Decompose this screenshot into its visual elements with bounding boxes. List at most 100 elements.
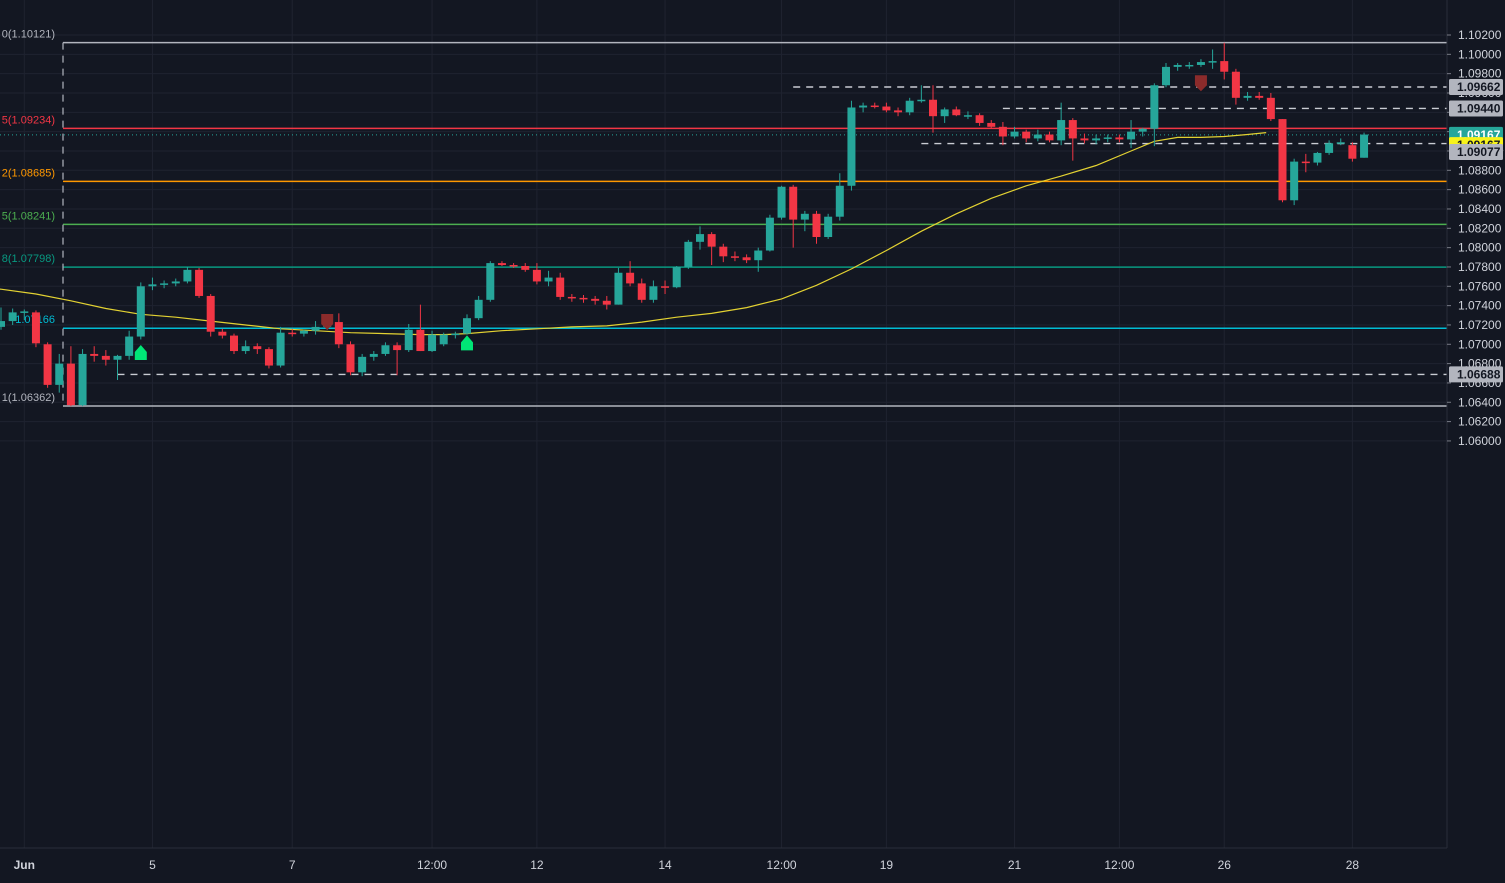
candle-body (637, 283, 646, 300)
candle-body (183, 269, 192, 282)
candle (1266, 92, 1275, 122)
price-tag-bg (1449, 143, 1503, 160)
candle-body (1162, 66, 1170, 86)
candle (404, 323, 413, 353)
moving-average (0, 132, 1267, 336)
candle (882, 102, 891, 113)
candle (544, 270, 553, 287)
candle (334, 313, 343, 349)
candle (416, 304, 425, 352)
candle (800, 210, 809, 232)
candle (1278, 119, 1287, 203)
candle (90, 346, 99, 362)
price-tag: 1.09662 (1449, 78, 1503, 95)
candle-body (78, 353, 87, 406)
candle-body (1092, 138, 1101, 141)
candle (183, 266, 192, 284)
price-tick-label: 1.06200 (1458, 415, 1502, 429)
candle (20, 309, 29, 321)
candle (602, 295, 611, 310)
price-tag-bg (1449, 366, 1503, 383)
candle-body (579, 297, 588, 300)
price-tag-bg (1449, 100, 1503, 117)
candle (1243, 92, 1252, 101)
candle-body (894, 110, 903, 113)
fib-level-label: 1(1.06362) (2, 392, 55, 404)
candle-body (218, 331, 227, 336)
candle-body (20, 311, 29, 313)
time-tick-label: 5 (149, 858, 156, 872)
candle-body (929, 99, 937, 117)
candle-body (1243, 95, 1252, 98)
candle-body (66, 363, 75, 406)
candle-body (253, 346, 262, 350)
candle-body (55, 363, 64, 385)
candle-body (649, 286, 658, 300)
candle (905, 97, 914, 116)
time-tick-label: 7 (289, 858, 296, 872)
candle-body (1138, 128, 1147, 132)
candle-body (195, 269, 204, 296)
candle (661, 280, 670, 295)
candle (812, 210, 821, 244)
candle (1010, 126, 1019, 139)
candle (963, 111, 972, 120)
candle (1057, 102, 1066, 146)
candle-body (1278, 119, 1287, 201)
candle-body (148, 284, 157, 287)
candle-body (556, 277, 565, 297)
candle (1325, 140, 1334, 155)
candle-body (800, 213, 809, 220)
time-tick-label: 12:00 (1104, 858, 1134, 872)
candle (230, 333, 238, 354)
candle-body (1127, 131, 1136, 140)
time-tick-label: 28 (1346, 858, 1360, 872)
candle-body (789, 186, 798, 220)
moving-average-line (0, 132, 1267, 336)
candle-body (1313, 152, 1322, 163)
candle (626, 261, 635, 287)
candle-body (987, 122, 996, 127)
time-tick-label: 21 (1008, 858, 1022, 872)
candle-body (206, 295, 215, 332)
candle (789, 184, 798, 248)
candle-body (765, 217, 774, 251)
candle-body (859, 105, 868, 108)
candle-body (1150, 85, 1159, 129)
candle-body (404, 329, 413, 351)
price-tick-label: 1.07000 (1458, 337, 1502, 351)
candle-body (1231, 71, 1240, 98)
candle-body (661, 286, 670, 288)
candle-body (113, 355, 122, 360)
candle (835, 173, 844, 221)
candle (859, 102, 868, 113)
candle-body (171, 281, 180, 284)
candle (765, 214, 774, 252)
candle (66, 346, 75, 407)
candle-body (1196, 62, 1205, 65)
buy-signal-icon (461, 335, 473, 351)
signal-markers (134, 75, 1207, 361)
price-tick-label: 1.07200 (1458, 318, 1502, 332)
candle (591, 295, 600, 305)
candle-body (696, 234, 704, 242)
candle (299, 329, 308, 337)
candle (917, 85, 926, 103)
candle-body (1290, 161, 1299, 201)
candle (1173, 63, 1182, 71)
candle-body (474, 299, 483, 319)
candle-body (1255, 95, 1264, 98)
candle-body (264, 349, 273, 366)
candle (870, 102, 879, 109)
candle (1185, 62, 1194, 69)
price-tick-label: 1.10000 (1458, 47, 1502, 61)
candle-body (1266, 97, 1275, 120)
price-tag-bg (1449, 78, 1503, 95)
time-tick-label: 26 (1218, 858, 1232, 872)
price-tag-label: 1.06688 (1457, 367, 1501, 381)
candle (78, 349, 87, 407)
candle-body (1325, 143, 1334, 153)
